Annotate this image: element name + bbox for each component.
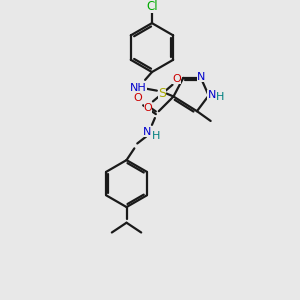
Text: N: N <box>197 72 205 82</box>
Text: Cl: Cl <box>146 0 158 13</box>
Text: NH: NH <box>130 83 147 93</box>
Text: O: O <box>133 94 142 103</box>
Text: O: O <box>172 74 181 84</box>
Text: H: H <box>216 92 225 103</box>
Text: N: N <box>207 89 216 100</box>
Text: H: H <box>152 130 160 141</box>
Text: S: S <box>158 87 166 100</box>
Text: O: O <box>144 103 152 113</box>
Text: N: N <box>143 127 151 137</box>
